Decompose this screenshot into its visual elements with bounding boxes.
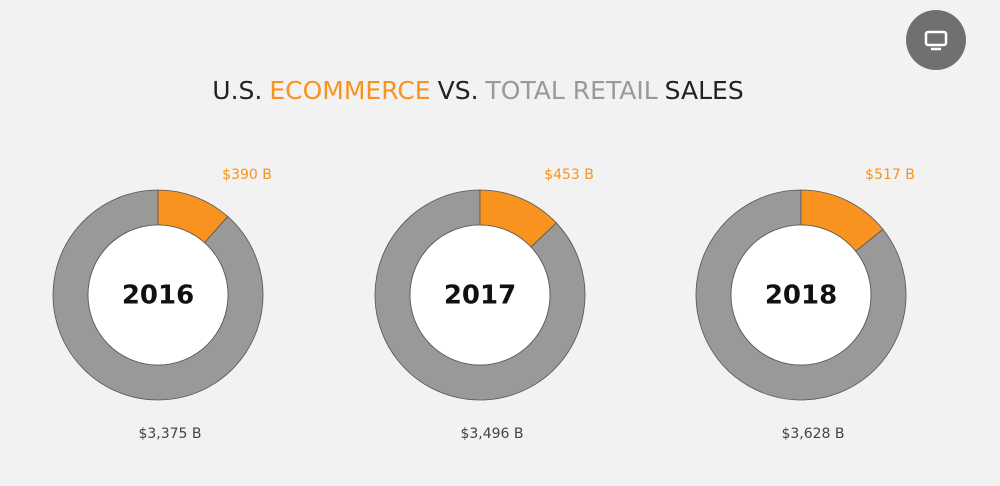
- display-button[interactable]: [906, 10, 966, 70]
- chart-title: U.S. ECOMMERCE VS. TOTAL RETAIL SALES: [212, 76, 743, 105]
- donut-hole: [730, 224, 872, 366]
- center-label: 2016: [122, 281, 194, 311]
- monitor-icon: [924, 30, 948, 47]
- title-part: VS.: [438, 76, 479, 105]
- ecommerce-label: $453 B: [544, 167, 594, 183]
- total-label: $3,375 B: [138, 426, 201, 442]
- center-label: 2017: [444, 281, 516, 311]
- button-circle[interactable]: [906, 10, 966, 70]
- title-part: TOTAL RETAIL: [485, 76, 658, 105]
- total-label: $3,496 B: [460, 426, 523, 442]
- title-part: ECOMMERCE: [269, 76, 430, 105]
- total-label: $3,628 B: [781, 426, 844, 442]
- donut-hole: [87, 224, 229, 366]
- donut-hole: [409, 224, 551, 366]
- center-label: 2018: [765, 281, 837, 311]
- title-part: U.S.: [212, 76, 262, 105]
- ecommerce-label: $517 B: [865, 167, 915, 183]
- title-part: SALES: [665, 76, 744, 105]
- ecommerce-label: $390 B: [222, 167, 272, 183]
